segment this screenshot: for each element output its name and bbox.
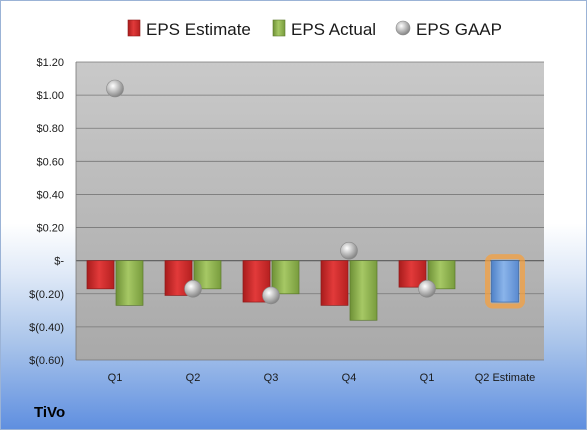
eps-estimate-bar (164, 260, 193, 296)
x-tick-label: Q1 (108, 372, 123, 384)
eps-actual-bar (427, 260, 456, 290)
eps-gaap-marker (262, 286, 280, 305)
x-axis-ticks: Q1 Q2 Q3 Q4 Q1 Q2 Estimate (108, 372, 536, 384)
legend-swatch-eps-estimate (127, 19, 141, 37)
x-tick-label: Q1 (420, 372, 435, 384)
legend-label-eps-gaap: EPS GAAP (416, 20, 502, 39)
legend: EPS Estimate EPS Actual EPS GAAP (127, 19, 502, 39)
eps-estimate-bar (320, 260, 349, 306)
y-tick-label: $0.40 (36, 189, 64, 201)
y-tick-label: $(0.20) (29, 289, 64, 301)
legend-marker-eps-gaap (395, 20, 411, 36)
y-tick-label: $1.20 (36, 57, 64, 69)
eps-gaap-marker (184, 280, 202, 298)
x-tick-label: Q2 (186, 372, 201, 384)
gridlines (75, 61, 544, 361)
y-tick-label: $0.60 (36, 156, 64, 168)
eps-actual-bar (271, 260, 300, 295)
eps-actual-bar (115, 260, 144, 306)
y-tick-label: $- (54, 256, 64, 268)
gaap-markers (106, 79, 436, 305)
eps-actual-bar (349, 260, 378, 321)
legend-swatch-eps-actual (272, 19, 286, 37)
y-tick-label: $0.80 (36, 123, 64, 135)
company-label: TiVo (34, 404, 65, 421)
x-tick-label: Q3 (264, 372, 279, 384)
y-tick-label: $0.20 (36, 223, 64, 235)
eps-forecast-bar (491, 260, 519, 303)
eps-gaap-marker (418, 280, 436, 298)
eps-gaap-marker (340, 241, 358, 260)
plot-area (76, 62, 544, 360)
y-tick-label: $(0.40) (29, 322, 64, 334)
x-tick-label: Q2 Estimate (475, 372, 536, 384)
eps-estimate-bar (86, 260, 115, 290)
legend-label-eps-estimate: EPS Estimate (146, 20, 251, 39)
y-tick-label: $1.00 (36, 90, 64, 102)
x-tick-label: Q4 (342, 372, 357, 384)
legend-label-eps-actual: EPS Actual (291, 20, 376, 39)
eps-gaap-marker (106, 79, 124, 98)
y-axis-ticks: $1.20 $1.00 $0.80 $0.60 $0.40 $0.20 $- $(0.20) $… (29, 57, 64, 367)
y-tick-label: $(0.60) (29, 355, 64, 367)
forecast-glow (485, 254, 525, 309)
bars (86, 254, 525, 321)
